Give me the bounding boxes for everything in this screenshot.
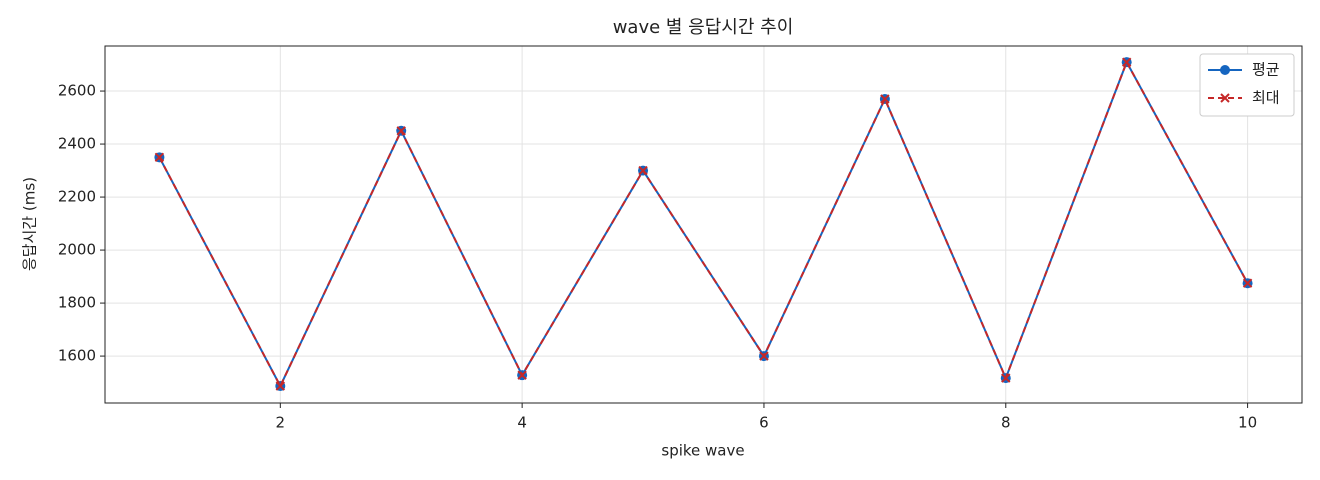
marker <box>517 370 527 380</box>
x-tick-label: 6 <box>759 414 769 432</box>
x-axis-label: spike wave <box>661 442 744 460</box>
legend-label: 평균 <box>1252 61 1280 79</box>
marker-stroke <box>638 165 648 176</box>
x-tick-label: 8 <box>1001 414 1011 432</box>
marker-stroke <box>759 351 769 361</box>
y-axis-label: 응답시간 (ms) <box>21 177 39 271</box>
marker-stroke <box>1121 57 1132 67</box>
y-tick-label: 2400 <box>58 135 96 153</box>
marker-stroke <box>154 152 165 163</box>
series-line <box>158 59 1249 389</box>
marker-stroke <box>517 370 527 380</box>
marker <box>638 165 648 176</box>
marker <box>759 351 769 361</box>
marker-stroke <box>1220 93 1230 103</box>
marker <box>396 126 406 136</box>
marker-stroke <box>880 94 890 104</box>
x-tick-label: 2 <box>276 414 286 432</box>
marker <box>1001 373 1011 383</box>
marker-stroke <box>396 126 406 136</box>
y-tick-label: 1600 <box>58 347 96 365</box>
marker-stroke <box>275 381 286 391</box>
legend-box <box>1199 53 1295 117</box>
marker <box>1220 65 1230 75</box>
series-line <box>158 59 1249 389</box>
x-tick-label: 4 <box>517 414 527 432</box>
marker <box>1220 93 1230 103</box>
marker <box>154 152 165 163</box>
marker <box>275 381 286 391</box>
chart-title: wave 별 응답시간 추이 <box>613 17 794 38</box>
y-tick-label: 1800 <box>58 294 96 312</box>
legend-label: 최대 <box>1252 89 1280 107</box>
x-tick-label: 10 <box>1238 414 1257 432</box>
plot-frame <box>104 45 1303 404</box>
marker-stroke <box>1242 278 1253 288</box>
marker <box>880 94 890 104</box>
y-tick-label: 2600 <box>58 82 96 100</box>
marker <box>1121 57 1132 67</box>
marker-stroke <box>1001 373 1011 383</box>
y-tick-label: 2000 <box>58 241 96 259</box>
y-tick-label: 2200 <box>58 188 96 206</box>
marker <box>1242 278 1253 288</box>
